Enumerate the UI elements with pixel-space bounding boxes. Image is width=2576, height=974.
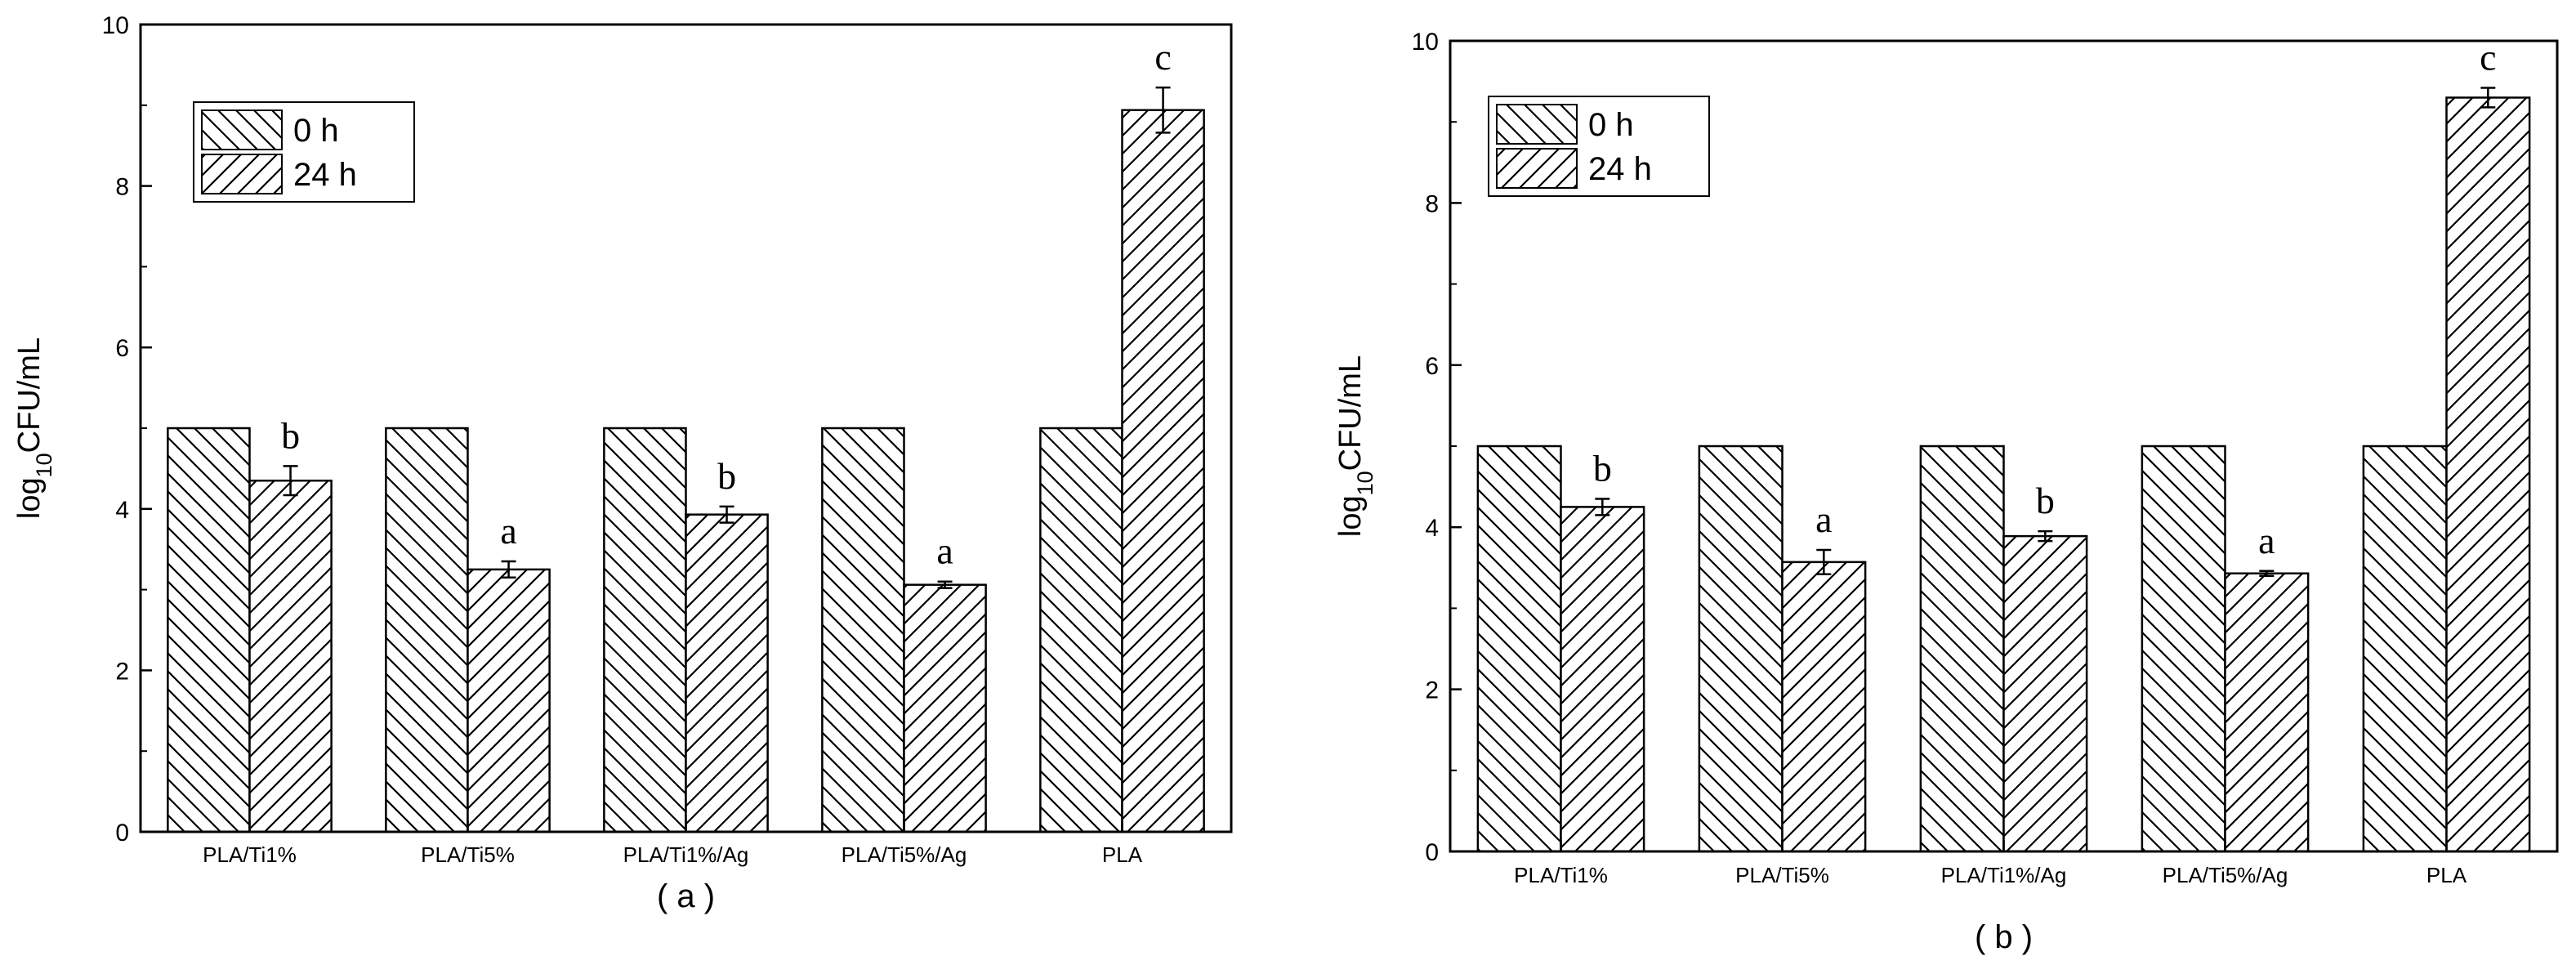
legend-swatch-0h xyxy=(201,109,283,150)
y-tick-label: 0 xyxy=(1425,839,1439,866)
y-tick-label: 6 xyxy=(1425,353,1439,380)
y-axis-label-subscript: 10 xyxy=(1353,471,1377,495)
panel-label: ( a ) xyxy=(657,878,715,914)
y-axis-label-subscript: 10 xyxy=(32,453,56,477)
category-tick-label: PLA/Ti1% xyxy=(203,842,297,867)
legend-swatch-24h xyxy=(1496,148,1578,189)
legend-swatch-24h xyxy=(201,154,283,194)
bar-0h xyxy=(2362,445,2448,853)
significance-letter: a xyxy=(500,510,516,552)
bar-24h xyxy=(248,479,333,833)
y-tick-label: 10 xyxy=(1412,29,1439,56)
category-tick-label: PLA/Ti5% xyxy=(1735,863,1829,887)
y-tick-label: 6 xyxy=(115,335,129,362)
legend-label: 0 h xyxy=(1588,107,1634,143)
y-axis-label: log10CFU/mL xyxy=(1333,355,1377,537)
bar-24h xyxy=(1560,506,1645,853)
significance-letter: a xyxy=(2258,520,2275,561)
y-tick-label: 2 xyxy=(1425,677,1439,704)
y-axis-label: log10CFU/mL xyxy=(12,337,56,519)
category-tick-label: PLA/Ti5% xyxy=(421,842,515,867)
significance-letter: b xyxy=(717,455,736,497)
category-tick-label: PLA xyxy=(2426,863,2467,887)
legend-label: 0 h xyxy=(293,113,339,149)
bar-24h xyxy=(2002,534,2088,853)
category-tick-label: PLA/Ti5%/Ag xyxy=(842,842,967,867)
y-tick-label: 4 xyxy=(115,497,129,524)
significance-letter: a xyxy=(936,530,953,572)
legend: 0 h 24 h xyxy=(193,101,415,203)
legend-label: 24 h xyxy=(293,157,357,193)
y-axis-label-unit: CFU/mL xyxy=(12,337,47,453)
bar-0h xyxy=(1919,445,2005,853)
bar-0h xyxy=(385,427,469,833)
bar-24h xyxy=(467,568,551,833)
bar-0h xyxy=(603,427,687,833)
bar-0h xyxy=(821,427,905,833)
bar-24h xyxy=(903,583,987,833)
significance-letter: c xyxy=(2480,37,2496,78)
chart-panel-a: b PLA/Ti1% a PLA/Ti5% b PLA/Ti1%/Ag a PLA/Ti5%/… xyxy=(12,12,1233,914)
y-tick-label: 0 xyxy=(115,820,129,847)
bar-24h xyxy=(1781,561,1867,853)
bar-24h xyxy=(1121,109,1205,833)
y-axis-label-base: log xyxy=(1333,495,1368,537)
bar-0h xyxy=(1039,427,1123,833)
y-axis-label-unit: CFU/mL xyxy=(1333,355,1368,471)
legend-swatch-0h xyxy=(1496,104,1578,145)
bar-0h xyxy=(2141,445,2226,853)
y-tick-label: 2 xyxy=(115,658,129,685)
panel-label: ( b ) xyxy=(1975,919,2033,955)
significance-letter: b xyxy=(281,414,300,456)
bar-24h xyxy=(685,513,769,833)
legend: 0 h 24 h xyxy=(1488,96,1710,197)
category-tick-label: PLA/Ti1%/Ag xyxy=(1941,863,2067,887)
y-tick-label: 4 xyxy=(1425,515,1439,542)
significance-letter: b xyxy=(1593,447,1612,489)
category-tick-label: PLA/Ti5%/Ag xyxy=(2163,863,2288,887)
significance-letter: c xyxy=(1154,36,1171,78)
significance-letter: b xyxy=(2036,480,2055,521)
legend-label: 24 h xyxy=(1588,151,1652,187)
y-tick-label: 10 xyxy=(102,12,129,39)
bar-24h xyxy=(2445,96,2531,853)
category-tick-label: PLA/Ti1%/Ag xyxy=(623,842,749,867)
bar-24h xyxy=(2224,572,2310,853)
bar-0h xyxy=(1698,445,1784,853)
y-tick-label: 8 xyxy=(115,174,129,201)
significance-letter: a xyxy=(1815,498,1832,540)
y-axis-label-base: log xyxy=(12,477,47,519)
bar-0h xyxy=(167,427,251,833)
chart-panel-b: b PLA/Ti1% a PLA/Ti5% b PLA/Ti1%/Ag a PLA/Ti5%/… xyxy=(1333,29,2559,955)
category-tick-label: PLA xyxy=(1102,842,1143,867)
bar-0h xyxy=(1476,445,1562,853)
y-tick-label: 8 xyxy=(1425,190,1439,217)
category-tick-label: PLA/Ti1% xyxy=(1514,863,1608,887)
